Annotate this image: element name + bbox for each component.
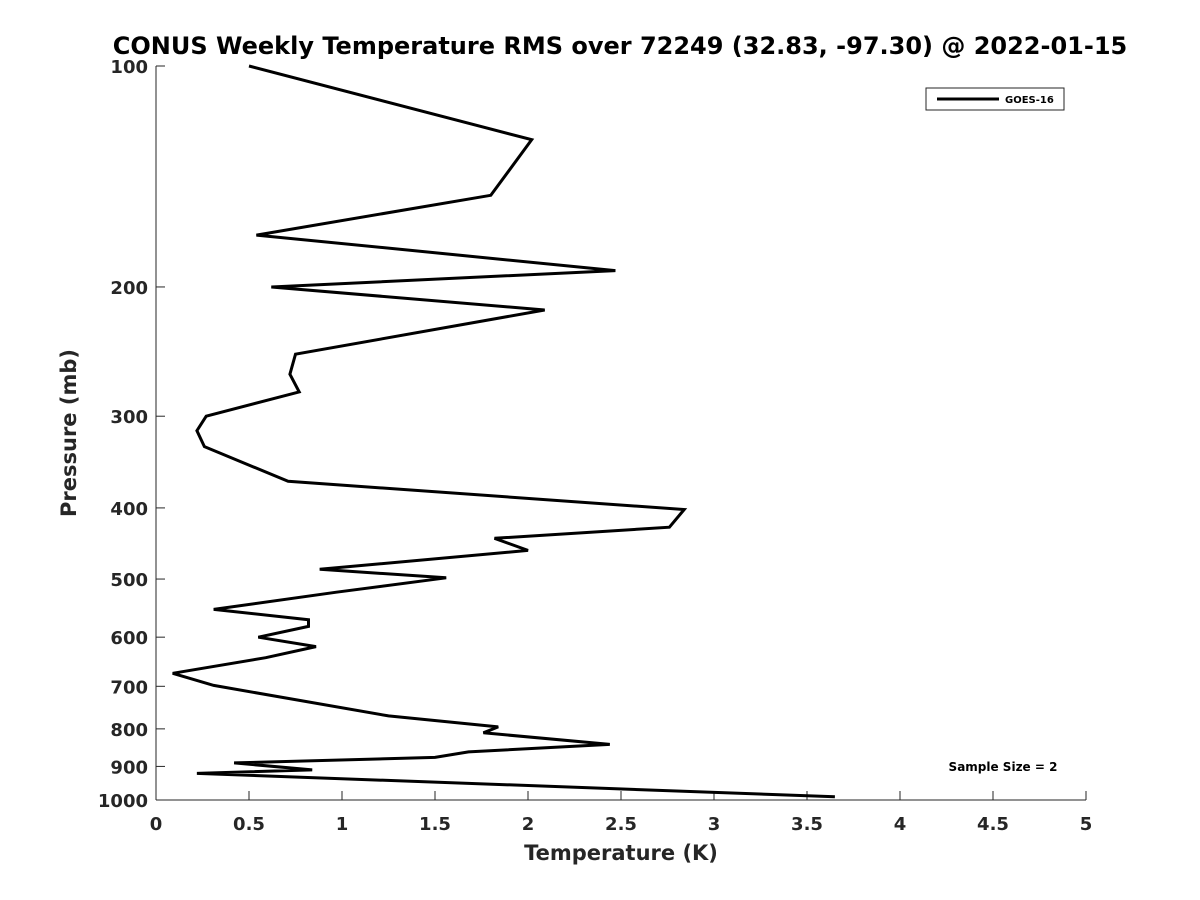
legend-label-goes-16: GOES-16 — [1005, 95, 1054, 106]
plot-area — [155, 66, 1086, 801]
x-ticks: 0 0.5 1 1.5 2 2.5 3 3.5 4 4.5 5 — [150, 791, 1093, 835]
sample-size-annotation: Sample Size = 2 — [949, 760, 1058, 774]
y-tick-label: 700 — [110, 677, 148, 698]
series-line-goes-16 — [172, 64, 835, 799]
y-tick-label: 200 — [110, 278, 148, 299]
y-tick-label: 500 — [110, 570, 148, 591]
y-tick-label: 100 — [110, 57, 148, 78]
y-tick-label: 1000 — [98, 791, 148, 812]
y-ticks: 100 200 300 400 500 600 700 800 900 1000 — [98, 57, 165, 812]
x-tick-label: 1 — [336, 814, 349, 835]
x-axis-label: Temperature (K) — [524, 841, 718, 865]
x-tick-label: 3.5 — [791, 814, 823, 835]
x-tick-label: 1.5 — [419, 814, 451, 835]
series-layer — [172, 64, 835, 799]
x-tick-label: 0.5 — [233, 814, 265, 835]
y-axis-label: Pressure (mb) — [57, 349, 81, 517]
x-tick-label: 2 — [522, 814, 535, 835]
x-tick-label: 2.5 — [605, 814, 637, 835]
y-tick-label: 300 — [110, 407, 148, 428]
y-tick-label: 800 — [110, 720, 148, 741]
x-tick-label: 4.5 — [977, 814, 1009, 835]
y-tick-label: 900 — [110, 757, 148, 778]
y-tick-label: 600 — [110, 628, 148, 649]
y-tick-label: 400 — [110, 499, 148, 520]
x-tick-label: 0 — [150, 814, 163, 835]
chart-title: CONUS Weekly Temperature RMS over 72249 … — [113, 32, 1127, 60]
legend: GOES-16 — [925, 87, 1065, 111]
x-tick-label: 4 — [894, 814, 907, 835]
x-tick-label: 3 — [708, 814, 721, 835]
x-tick-label: 5 — [1080, 814, 1093, 835]
